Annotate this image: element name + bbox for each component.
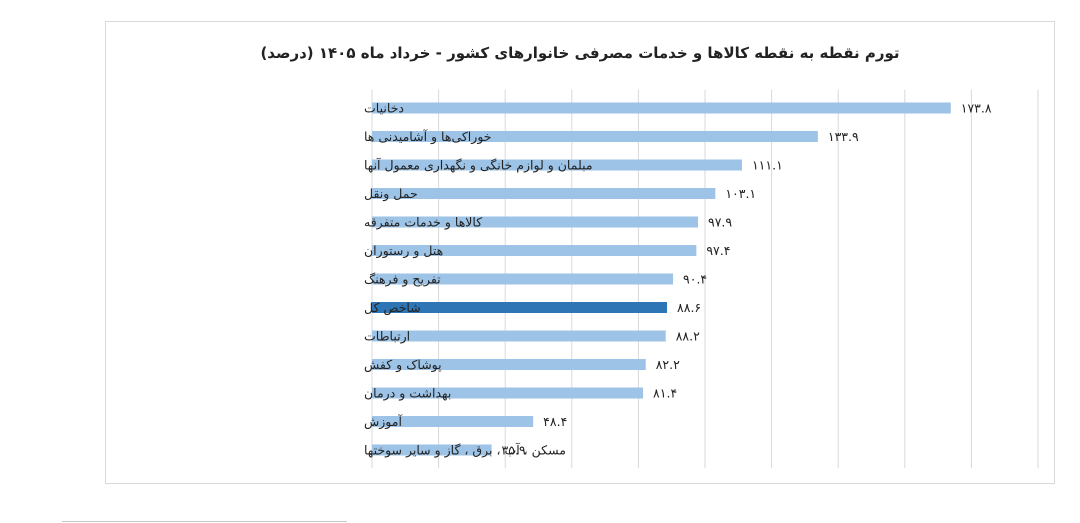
data-label: ۴۸.۴ <box>543 414 567 429</box>
data-label: ۹۷.۴ <box>706 243 730 258</box>
category-label: مسکن ، آب ، برق ، گاز و سایر سوختها <box>364 443 566 459</box>
data-label: ۱۷۳.۸ <box>961 101 992 116</box>
category-label: هتل و رستوران <box>364 243 443 259</box>
bar <box>372 387 644 399</box>
bar <box>372 131 818 142</box>
bar <box>372 216 699 228</box>
category-label: کالاها و خدمات متفرقه <box>364 215 482 231</box>
bar <box>372 159 742 171</box>
bar <box>372 330 666 342</box>
chart-frame: تورم نقطه به نقطه کالاها و خدمات مصرفی خ… <box>105 21 1055 484</box>
data-label: ۳۵.۹ <box>502 443 526 458</box>
category-label: بهداشت و درمان <box>364 386 451 402</box>
data-label: ۹۰.۴ <box>683 272 707 287</box>
bar <box>372 245 697 256</box>
data-label: ۸۲.۲ <box>656 357 680 372</box>
bar <box>372 416 534 427</box>
category-label: شاخص کل <box>364 300 421 316</box>
bar <box>372 444 492 456</box>
data-label: ۱۳۳.۹ <box>828 129 859 144</box>
category-label: پوشاک و کفش <box>364 357 442 373</box>
data-label: ۱۱۱.۱ <box>752 158 783 173</box>
category-label: تفریح و فرهنگ <box>364 272 441 288</box>
data-label: ۹۷.۹ <box>708 215 732 230</box>
category-label: دخانیات <box>364 101 404 116</box>
data-label: ۸۸.۲ <box>676 329 700 344</box>
data-label: ۱۰۳.۱ <box>725 186 756 201</box>
category-label: ارتباطات <box>364 329 410 345</box>
chart-title: تورم نقطه به نقطه کالاها و خدمات مصرفی خ… <box>260 44 900 62</box>
data-label: ۸۱.۴ <box>653 386 677 401</box>
bar <box>372 359 646 370</box>
category-label: حمل ونقل <box>364 186 418 202</box>
bar <box>372 273 674 285</box>
divider <box>62 521 347 522</box>
category-label: مبلمان و لوازم خانگی و نگهداری معمول آنه… <box>364 158 593 174</box>
bar <box>372 302 668 313</box>
category-label: آموزش <box>364 414 402 430</box>
bar-chart: دخانیات ۱۷۳.۸ خوراکی‌ها و آشامیدنی ها ۱۳۳.۹… <box>364 89 1039 469</box>
bar <box>372 102 951 114</box>
category-label: خوراکی‌ها و آشامیدنی ها <box>364 129 492 145</box>
bar <box>372 188 716 199</box>
data-label: ۸۸.۶ <box>677 300 701 315</box>
